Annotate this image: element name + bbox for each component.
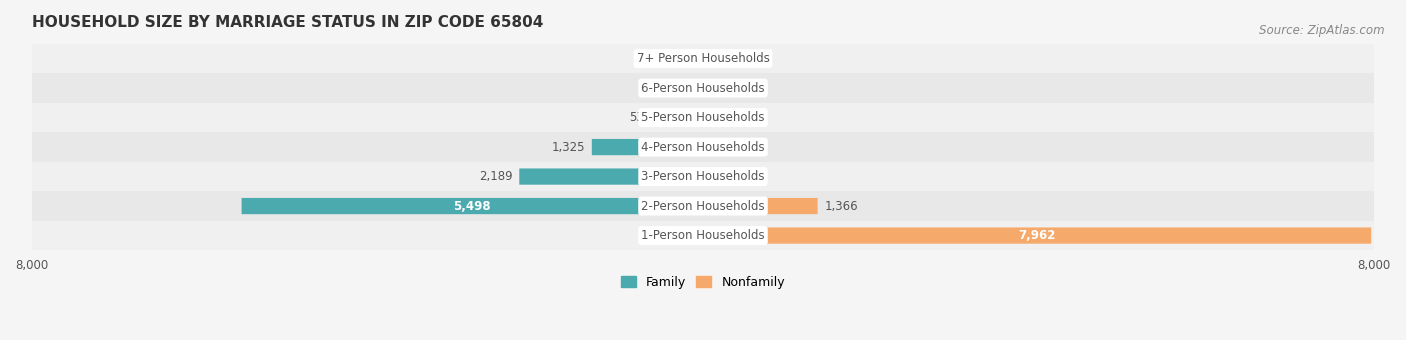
Text: 5,498: 5,498 [454, 200, 491, 212]
Text: 7+ Person Households: 7+ Person Households [637, 52, 769, 65]
Bar [31, 44, 1375, 73]
Text: 1,366: 1,366 [824, 200, 858, 212]
Text: 6-Person Households: 6-Person Households [641, 82, 765, 95]
Text: 5-Person Households: 5-Person Households [641, 111, 765, 124]
Bar [31, 132, 1375, 162]
Bar [31, 191, 1375, 221]
Text: 2,189: 2,189 [479, 170, 513, 183]
Text: 71: 71 [727, 170, 741, 183]
FancyBboxPatch shape [519, 168, 703, 185]
Text: 133: 133 [657, 52, 679, 65]
Text: HOUSEHOLD SIZE BY MARRIAGE STATUS IN ZIP CODE 65804: HOUSEHOLD SIZE BY MARRIAGE STATUS IN ZIP… [31, 15, 543, 30]
Text: 2-Person Households: 2-Person Households [641, 200, 765, 212]
FancyBboxPatch shape [703, 168, 720, 185]
Text: 3-Person Households: 3-Person Households [641, 170, 765, 183]
FancyBboxPatch shape [686, 50, 703, 67]
Text: 0: 0 [727, 111, 734, 124]
FancyBboxPatch shape [703, 50, 720, 67]
FancyBboxPatch shape [703, 139, 720, 155]
Text: 7,962: 7,962 [1018, 229, 1056, 242]
Text: Source: ZipAtlas.com: Source: ZipAtlas.com [1260, 24, 1385, 37]
Text: 0: 0 [727, 82, 734, 95]
FancyBboxPatch shape [703, 198, 818, 214]
Text: 532: 532 [630, 111, 651, 124]
Text: 26: 26 [727, 140, 741, 154]
FancyBboxPatch shape [592, 139, 703, 155]
Text: 4-Person Households: 4-Person Households [641, 140, 765, 154]
Bar [31, 162, 1375, 191]
Bar [31, 73, 1375, 103]
Legend: Family, Nonfamily: Family, Nonfamily [616, 271, 790, 294]
Text: 272: 272 [651, 82, 673, 95]
Text: 0: 0 [727, 52, 734, 65]
Text: 1-Person Households: 1-Person Households [641, 229, 765, 242]
FancyBboxPatch shape [703, 109, 720, 126]
Bar [31, 103, 1375, 132]
FancyBboxPatch shape [681, 80, 703, 96]
FancyBboxPatch shape [658, 109, 703, 126]
FancyBboxPatch shape [703, 227, 1371, 244]
Text: 1,325: 1,325 [551, 140, 585, 154]
FancyBboxPatch shape [242, 198, 703, 214]
Bar [31, 221, 1375, 250]
FancyBboxPatch shape [703, 80, 720, 96]
